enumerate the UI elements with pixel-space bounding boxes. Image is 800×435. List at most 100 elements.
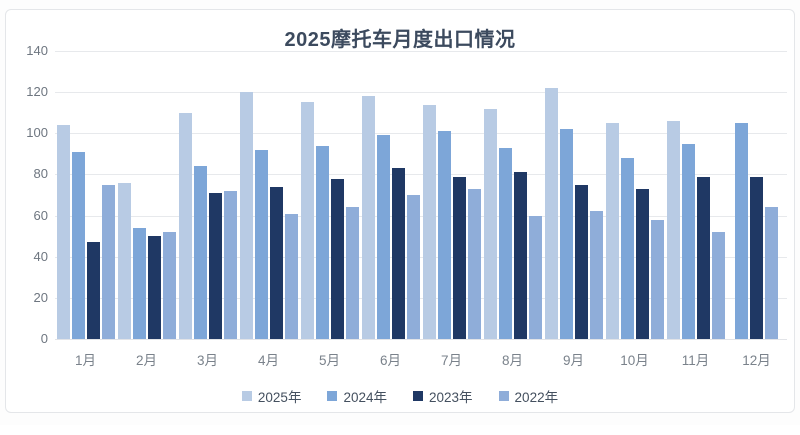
- bar-2022年-8月: [528, 215, 542, 339]
- legend-item-2023年: 2023年: [413, 386, 473, 406]
- legend-label: 2023年: [429, 390, 473, 405]
- bar-2023年-10月: [635, 188, 649, 339]
- bar-2025年-5月: [300, 102, 314, 339]
- y-axis-tick-label: 120: [26, 84, 48, 100]
- bar-group-5月: [299, 51, 360, 339]
- bar-2022年-2月: [162, 232, 176, 339]
- bar-2023年-4月: [269, 186, 283, 339]
- bar-2025年-7月: [422, 104, 436, 339]
- bar-2023年-6月: [391, 168, 405, 339]
- gridline-y20: [55, 297, 787, 299]
- y-axis-tick-label: 100: [26, 125, 48, 141]
- legend-label: 2022年: [514, 390, 559, 405]
- bar-2024年-10月: [620, 157, 634, 339]
- bar-group-3月: [177, 51, 238, 339]
- y-axis-tick-label: 140: [26, 43, 48, 58]
- bar-2025年-9月: [544, 88, 558, 339]
- legend-swatch-icon: [327, 391, 338, 401]
- chart-title: 2025摩托车月度出口情况: [284, 29, 516, 51]
- y-axis-tick-label: 0: [40, 331, 48, 346]
- bar-2022年-11月: [711, 232, 725, 339]
- bar-2025年-8月: [483, 108, 497, 339]
- bar-group-10月: [604, 51, 665, 339]
- bar-2024年-6月: [376, 135, 390, 339]
- x-axis-label-5月: 5月: [318, 353, 341, 368]
- x-axis-label-3月: 3月: [196, 353, 219, 368]
- bar-2025年-1月: [56, 125, 70, 339]
- gridline-y80: [55, 174, 787, 176]
- legend-item-2024年: 2024年: [327, 386, 387, 406]
- bar-group-1月: [55, 51, 116, 339]
- bar-2025年-3月: [178, 112, 192, 339]
- bar-group-2月: [116, 51, 177, 339]
- legend-swatch-icon: [241, 391, 252, 401]
- x-axis-label-8月: 8月: [501, 353, 524, 368]
- bar-2023年-2月: [147, 236, 161, 339]
- x-axis-label-6月: 6月: [379, 353, 402, 368]
- bar-2022年-5月: [345, 207, 359, 339]
- bar-2022年-12月: [765, 207, 778, 339]
- legend-item-2022年: 2022年: [498, 386, 559, 406]
- chart-canvas: 2025摩托车月度出口情况 0 20 40 60 80 100 120 140 1月 2月 3月 4月…: [5, 9, 795, 413]
- bar-2022年-3月: [223, 190, 237, 339]
- bar-2024年-9月: [559, 129, 573, 339]
- bar-2024年-4月: [254, 149, 268, 339]
- x-axis-label-9月: 9月: [562, 353, 585, 368]
- bar-2022年-6月: [406, 195, 420, 339]
- gridline-y40: [55, 256, 787, 258]
- bar-2023年-11月: [696, 176, 710, 339]
- bar-2025年-11月: [666, 120, 680, 339]
- bar-2024年-11月: [681, 143, 695, 339]
- bar-2023年-8月: [513, 172, 527, 339]
- gridline-y60: [55, 215, 787, 217]
- bar-group-9月: [543, 51, 604, 339]
- x-axis-label-11月: 11月: [681, 353, 710, 368]
- legend-swatch-icon: [498, 391, 509, 401]
- bar-2023年-3月: [208, 192, 222, 339]
- bar-2025年-6月: [361, 96, 375, 339]
- legend-label: 2025年: [257, 390, 302, 405]
- bar-2024年-1月: [71, 151, 85, 339]
- gridline-y0: [55, 339, 787, 340]
- bar-2025年-10月: [605, 123, 619, 339]
- bar-2025年-2月: [117, 182, 131, 339]
- bar-2025年-4月: [239, 92, 253, 339]
- bar-group-8月: [482, 51, 543, 339]
- x-axis-label-1月: 1月: [74, 353, 97, 368]
- x-axis-label-12月: 12月: [742, 353, 771, 368]
- bar-2022年-10月: [650, 219, 664, 339]
- bar-2023年-9月: [574, 184, 588, 339]
- bar-2024年-2月: [132, 227, 146, 339]
- bar-2022年-7月: [467, 188, 481, 339]
- legend-item-2025年: 2025年: [241, 386, 302, 406]
- bar-2023年-1月: [86, 242, 100, 339]
- bar-group-7月: [421, 51, 482, 339]
- bar-2024年-12月: [735, 123, 748, 339]
- bar-2023年-5月: [330, 178, 344, 339]
- bar-2022年-4月: [284, 213, 298, 339]
- x-axis-label-7月: 7月: [440, 353, 463, 368]
- bar-2024年-3月: [193, 166, 207, 339]
- bar-2022年-1月: [101, 184, 115, 339]
- y-axis-tick-label: 60: [33, 207, 48, 223]
- bar-group-11月: [665, 51, 726, 339]
- chart-legend: 2025年 2024年 2023年 2022年: [6, 386, 794, 406]
- legend-label: 2024年: [343, 390, 387, 405]
- y-axis-tick-label: 20: [33, 289, 48, 305]
- x-axis-label-2月: 2月: [135, 353, 158, 368]
- bar-group-6月: [360, 51, 421, 339]
- bar-2023年-12月: [750, 176, 763, 339]
- bar-2023年-7月: [452, 176, 466, 339]
- x-axis-label-10月: 10月: [620, 353, 649, 368]
- gridline-y120: [55, 92, 787, 94]
- gridline-y140: [55, 51, 787, 52]
- gridline-y100: [55, 133, 787, 135]
- bar-2022年-9月: [589, 211, 603, 339]
- y-axis-tick-label: 40: [33, 248, 48, 264]
- chart-card: 2025摩托车月度出口情况 0 20 40 60 80 100 120 140 1月 2月 3月 4月…: [5, 9, 795, 413]
- bar-group-4月: [238, 51, 299, 339]
- bar-2024年-8月: [498, 147, 512, 339]
- x-axis-label-4月: 4月: [257, 353, 280, 368]
- plot-area: 0 20 40 60 80 100 120 140 1月 2月 3月 4月 5月 6月 7月 8月 9月 10月 1…: [6, 10, 800, 435]
- y-axis-tick-label: 80: [33, 166, 48, 182]
